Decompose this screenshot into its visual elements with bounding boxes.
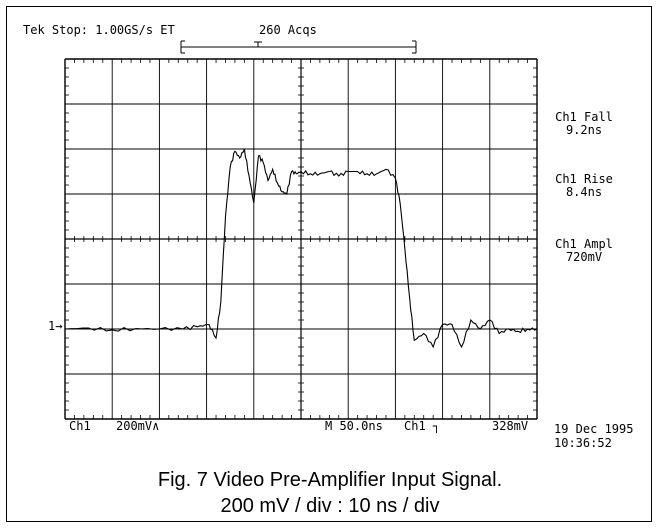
footer-trigger: Ch1 ┐ [404, 419, 441, 433]
measurement-fall-name: Ch1 Fall [555, 110, 613, 124]
acquisition-count: 260 Acqs [259, 23, 317, 37]
footer-date: 19 Dec 1995 [554, 422, 634, 436]
trigger-position-bar [180, 40, 417, 54]
footer-trigger-level: 328mV [492, 419, 529, 433]
footer-time: 10:36:52 [554, 436, 612, 450]
scope-status: Tek Stop: 1.00GS/s ET [23, 23, 175, 37]
ground-marker: 1→ [48, 319, 63, 333]
figure-caption-line-2: 200 mV / div : 10 ns / div [220, 495, 440, 517]
measurement-rise-value: 8.4ns [565, 185, 603, 199]
footer-timebase: M 50.0ns [325, 419, 383, 433]
measurement-ampl-value: 720mV [565, 250, 603, 264]
measurement-rise-name: Ch1 Rise [555, 172, 613, 186]
footer-volts-div: 200mV∧ [116, 419, 160, 433]
ch1-waveform-trace [64, 148, 538, 349]
figure-frame [6, 6, 652, 522]
measurement-ampl-name: Ch1 Ampl [555, 237, 613, 251]
measurement-fall-value: 9.2ns [565, 123, 603, 137]
figure-caption-line-1: Fig. 7 Video Pre-Amplifier Input Signal. [157, 469, 503, 491]
footer-channel: Ch1 [69, 419, 91, 433]
graticule [64, 58, 538, 420]
